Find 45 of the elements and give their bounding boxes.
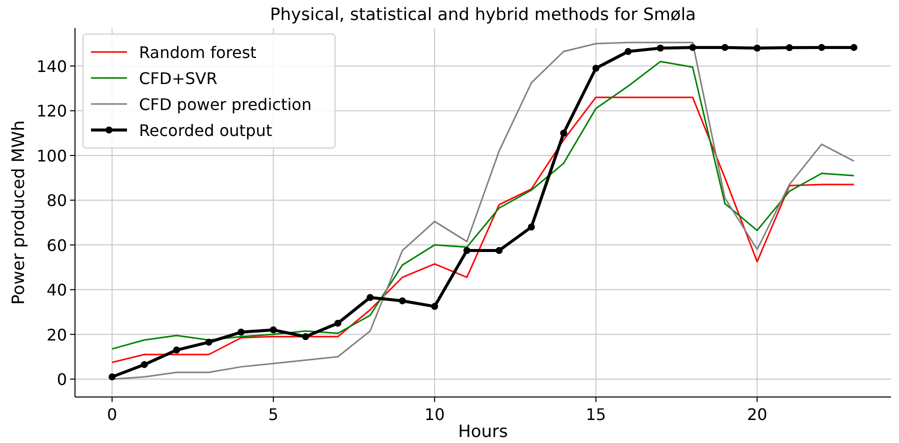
y-tick-label: 20 — [46, 325, 67, 344]
point — [366, 294, 374, 301]
x-axis-title: Hours — [458, 422, 508, 442]
y-tick-label: 140 — [36, 57, 67, 76]
x-tick-label: 10 — [424, 405, 445, 424]
y-axis-title: Power produced MWh — [9, 120, 29, 305]
x-tick-label: 5 — [268, 405, 278, 424]
y-tick-label: 60 — [46, 236, 67, 255]
point — [850, 44, 858, 51]
legend-label: CFD power prediction — [139, 95, 312, 114]
point — [108, 373, 116, 380]
chart-title: Physical, statistical and hybrid methods for Smøla — [270, 5, 696, 25]
point — [398, 297, 406, 304]
point — [463, 247, 470, 254]
legend-label: CFD+SVR — [139, 69, 218, 88]
legend-label: Recorded output — [139, 121, 272, 140]
line-series — [111, 96, 855, 364]
y-tick-label: 0 — [56, 370, 67, 390]
legend-label: Random forest — [139, 43, 256, 62]
point — [656, 44, 664, 52]
point — [140, 361, 148, 368]
point — [302, 333, 310, 340]
point — [592, 64, 600, 72]
y-tick-label: 40 — [46, 280, 67, 300]
point — [431, 302, 438, 310]
x-tick-label: 20 — [746, 405, 768, 424]
point — [786, 44, 793, 52]
y-tick-label: 100 — [36, 146, 67, 166]
point — [689, 44, 696, 51]
point — [334, 320, 342, 327]
x-tick-label: 0 — [106, 405, 118, 424]
point — [624, 48, 632, 55]
point — [754, 44, 761, 52]
point — [173, 346, 180, 354]
point — [238, 328, 245, 336]
point — [560, 130, 568, 137]
point — [528, 224, 535, 231]
point — [818, 44, 826, 51]
point — [205, 338, 212, 346]
x-tick-label: 15 — [586, 405, 606, 424]
point — [721, 44, 728, 51]
point — [496, 247, 503, 254]
y-tick-label: 120 — [36, 102, 67, 121]
y-tick-label: 80 — [46, 191, 67, 210]
point — [270, 326, 277, 334]
